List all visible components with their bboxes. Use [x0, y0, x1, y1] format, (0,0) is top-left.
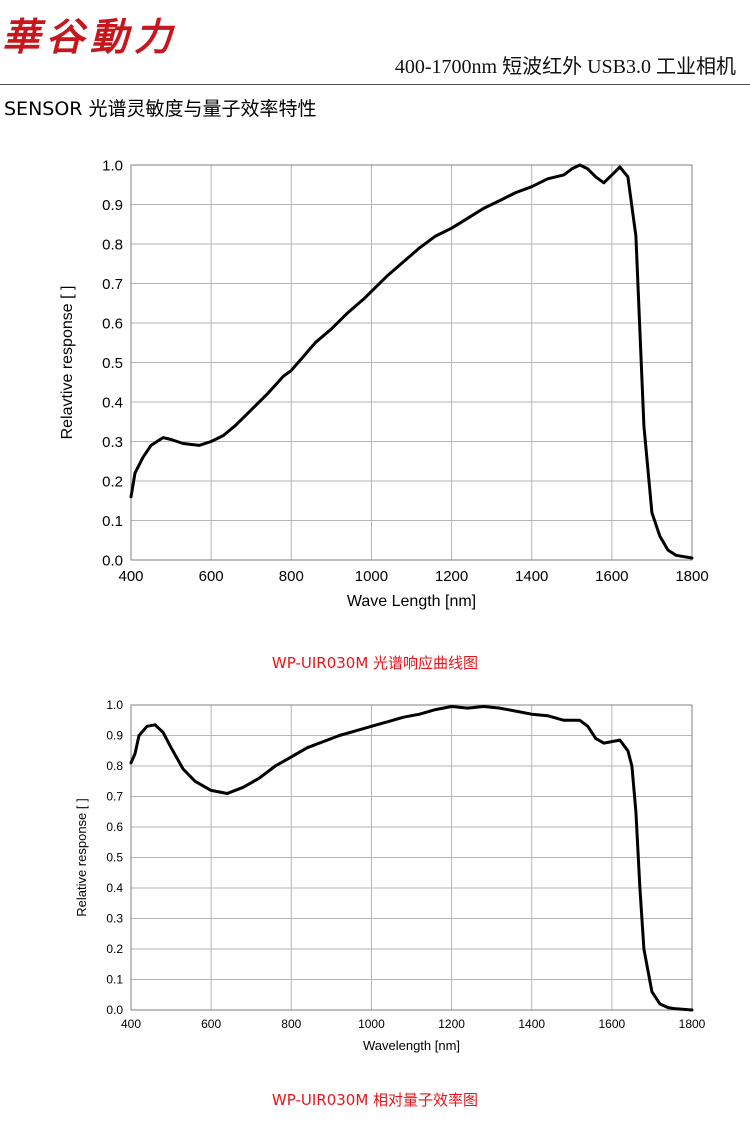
chart2-caption: WP-UIR030M 相对量子效率图	[271, 1091, 479, 1109]
chart1-caption: WP-UIR030M 光谱响应曲线图	[271, 654, 479, 672]
y-tick-label: 0.6	[102, 315, 123, 332]
y-tick-label: 0.0	[106, 1003, 123, 1017]
y-tick-label: 0.0	[102, 552, 123, 569]
x-tick-label: 1000	[355, 568, 388, 585]
series-line	[129, 705, 694, 1012]
y-axis-label: Relative response [ ]	[74, 798, 89, 917]
y-tick-label: 1.0	[106, 698, 123, 712]
y-tick-label: 0.7	[106, 790, 123, 804]
x-tick-label: 600	[199, 568, 224, 585]
y-tick-label: 0.9	[106, 729, 123, 743]
x-tick-label: 1600	[595, 568, 628, 585]
x-tick-label: 1800	[675, 568, 708, 585]
y-tick-label: 0.3	[106, 912, 123, 926]
x-axis-label: Wave Length [nm]	[347, 593, 476, 610]
y-tick-label: 0.8	[106, 759, 123, 773]
y-tick-label: 0.3	[102, 434, 123, 451]
y-tick-label: 0.5	[106, 851, 123, 865]
spectral-response-chart: 400 600 800 1000 1200 1400 1600 1800 0.0 0.1 0.2 0.…	[59, 157, 709, 610]
y-tick-label: 0.4	[106, 881, 123, 895]
header-divider	[0, 84, 750, 85]
y-tick-label: 0.5	[102, 355, 123, 372]
y-tick-label: 0.4	[102, 394, 123, 411]
y-tick-label: 0.9	[102, 197, 123, 214]
plot-frame	[130, 164, 693, 561]
x-tick-label: 1800	[679, 1017, 706, 1031]
y-tick-label: 0.7	[102, 276, 123, 293]
x-tick-label: 1200	[438, 1017, 465, 1031]
x-tick-label: 400	[118, 568, 143, 585]
product-line-title: 400-1700nm 短波红外 USB3.0 工业相机	[394, 56, 736, 78]
y-tick-label: 0.2	[106, 942, 123, 956]
y-tick-label: 0.8	[102, 236, 123, 253]
y-tick-label: 0.2	[102, 473, 123, 490]
y-tick-label: 0.6	[106, 820, 123, 834]
x-tick-label: 1400	[518, 1017, 545, 1031]
x-tick-label: 600	[201, 1017, 221, 1031]
x-tick-label: 1200	[435, 568, 468, 585]
y-axis-label: Relavtive response [ ]	[59, 286, 76, 440]
y-tick-label: 0.1	[106, 973, 123, 987]
y-tick-label: 1.0	[102, 157, 123, 174]
company-logo: 華谷動力	[2, 14, 179, 59]
section-title: SENSOR 光谱灵敏度与量子效率特性	[4, 98, 317, 120]
series-line	[129, 163, 694, 560]
x-tick-label: 1400	[515, 568, 548, 585]
plot-frame	[130, 704, 693, 1011]
x-tick-label: 1000	[358, 1017, 385, 1031]
y-tick-label: 0.1	[102, 513, 123, 530]
x-tick-label: 400	[121, 1017, 141, 1031]
x-axis-label: Wavelength [nm]	[363, 1038, 460, 1053]
quantum-efficiency-chart: 400 600 800 1000 1200 1400 1600 1800 0.0 0.1 0.2 0.…	[74, 698, 706, 1053]
x-tick-label: 800	[281, 1017, 301, 1031]
x-tick-label: 800	[279, 568, 304, 585]
x-tick-label: 1600	[599, 1017, 626, 1031]
